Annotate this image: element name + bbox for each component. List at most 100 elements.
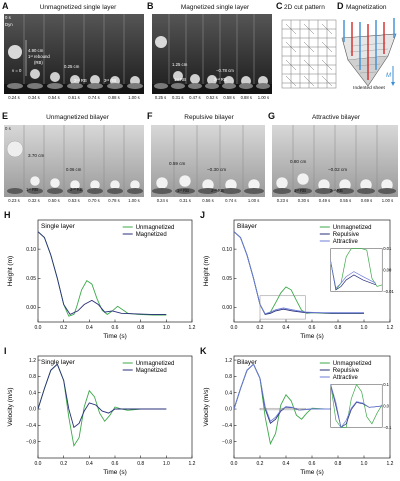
g-time: 0.69 s [360, 198, 373, 203]
x-tick-label: 0.2 [60, 325, 67, 331]
panel-label-a: A [2, 1, 9, 11]
panel-b-photo: 1.25 cm −0.78 cm 1ˢᵗ RB 2ⁿᵈ RB [152, 14, 272, 94]
y-tick-label: 0.00 [26, 305, 36, 311]
y-tick-label: −0.8 [26, 439, 36, 445]
f-rebound-2: 2ⁿᵈ RB [211, 188, 224, 193]
a-rebound-3: 3ʳᵈ RB [104, 78, 117, 83]
panel-a-title: Unmagnetized single layer [39, 4, 117, 11]
a-v0: v = 0 [12, 68, 22, 73]
inset-frame [330, 384, 383, 428]
panel-label-e: E [2, 111, 9, 121]
y-tick-label: 1.2 [225, 358, 232, 364]
panel-c-title: 2D cut pattern [284, 4, 325, 11]
y-tick-label: 0.0 [225, 407, 232, 413]
series-line-unmagnetized [37, 363, 167, 448]
g-time: 0.49 s [318, 198, 331, 203]
indented-sheet-caption: Indented sheet [353, 86, 385, 91]
e-time: 0.50 s [48, 198, 60, 203]
e-time: 0.32 s [28, 198, 40, 203]
inset-frame [330, 248, 383, 292]
x-tick-label: 1.2 [387, 461, 394, 467]
g-height-2: −0.02 cm [328, 167, 348, 172]
series-line-unmagnetized [37, 231, 167, 317]
a-time: 0.54 s [48, 95, 60, 100]
panel-e-photo-art [4, 125, 144, 197]
series-line-attractive [233, 231, 364, 315]
legend-label: Repulsive [333, 368, 360, 374]
b-height-2: −0.78 cm [216, 68, 234, 73]
inset-tick-label: 0.0 [383, 403, 389, 408]
cut-pattern-diagram [281, 19, 337, 89]
y-tick-label: −0.4 [26, 423, 36, 429]
b-height-1: 1.25 cm [172, 62, 188, 67]
legend-label: Attractive [333, 375, 359, 381]
y-tick-label: 0.10 [222, 247, 232, 253]
y-tick-label: 0.4 [225, 390, 232, 396]
panel-f-title: Repulsive bilayer [184, 114, 234, 121]
chart-k: 0.0 0.2 0.4 0.6 0.8 1.0 1.2 −0.8 −0.4 0.0 0.4 0.8 1.… [203, 355, 394, 476]
a-dyn: Dyn [5, 22, 13, 27]
panel-a-times: 0.24 s 0.34 s 0.54 s 0.61 s 0.74 s 0.88 … [4, 95, 144, 102]
legend-label: Unmagnetized [136, 361, 175, 367]
plot-frame [37, 219, 193, 323]
y-axis-label: Height (m) [7, 256, 14, 286]
a-time: 0.74 s [88, 95, 100, 100]
y-tick-label: −0.4 [222, 423, 232, 429]
g-time: 0.23 s [276, 198, 289, 203]
panel-a-photo: 0 s Dyn v = 0 4.90 cm 1ˢᵗ rebound (RB) 0… [4, 14, 144, 94]
panel-label-d: D [337, 1, 344, 11]
g-time: 1.00 s [381, 198, 394, 203]
chart-title: Single layer [41, 223, 76, 230]
g-rebound-2: 2ⁿᵈ RB [330, 188, 343, 193]
x-tick-label: 0.4 [283, 461, 290, 467]
y-tick-label: 0.10 [26, 247, 36, 253]
legend-label: Unmagnetized [136, 225, 175, 231]
a-time: 0.34 s [28, 95, 40, 100]
panel-f-times: 0.24 s 0.31 s 0.56 s 0.74 s 1.00 s [151, 198, 265, 205]
b-rebound-2: 2ⁿᵈ RB [214, 77, 227, 82]
y-tick-label: 0.05 [26, 276, 36, 282]
x-tick-label: 1.0 [361, 461, 368, 467]
x-tick-label: 0.0 [231, 325, 238, 331]
x-tick-label: 0.6 [309, 325, 316, 331]
b-time: 0.88 s [240, 95, 252, 100]
x-tick-label: 0.2 [60, 461, 67, 467]
panel-g-title: Attractive bilayer [311, 114, 361, 121]
x-tick-label: 1.0 [163, 461, 170, 467]
legend-label: Unmagnetized [333, 225, 372, 231]
e-time: 0.70 s [88, 198, 100, 203]
g-height-1: 0.80 cm [290, 159, 307, 164]
x-tick-label: 1.2 [387, 325, 394, 331]
panel-label-b: B [147, 1, 154, 11]
a-height-2: 0.25 cm [64, 64, 80, 69]
f-time: 0.74 s [225, 198, 237, 203]
x-tick-label: 0.4 [86, 461, 93, 467]
x-tick-label: 0.8 [137, 325, 144, 331]
panel-f-photo: 0.59 cm −0.30 cm 1ˢᵗ RB 2ⁿᵈ RB [151, 125, 265, 197]
a-height-1: 4.90 cm [28, 48, 44, 53]
inset-tick-label: 0.00 [383, 267, 392, 272]
e-time-zero: 0 s [5, 126, 11, 131]
e-time: 0.78 s [108, 198, 120, 203]
inset-series-line [330, 261, 376, 291]
chart-h: 0.0 0.2 0.4 0.6 0.8 1.0 1.2 0.00 0.05 0.10 Time (s… [7, 219, 196, 340]
f-time: 0.56 s [202, 198, 214, 203]
x-tick-label: 0.6 [112, 461, 119, 467]
panel-b-title: Magnetized single layer [180, 4, 250, 11]
a-rebound-1-abbr: (RB) [34, 60, 43, 65]
a-time: 0.24 s [8, 95, 20, 100]
e-height-1: 3.70 cm [28, 153, 45, 158]
series-line-magnetized [37, 363, 167, 429]
panel-a-photo-art [4, 14, 144, 94]
g-rebound-1: 1ˢᵗ RB [294, 188, 306, 193]
legend-label: Magnetized [136, 368, 167, 374]
chart-i: 0.0 0.2 0.4 0.6 0.8 1.0 1.2 −0.8 −0.4 0.0 0.4 0.8 1.… [7, 355, 196, 476]
x-tick-label: 0.6 [112, 325, 119, 331]
b-time: 0.58 s [223, 95, 235, 100]
panel-e-photo: 0 s 3.70 cm 0.06 cm 1ˢᵗ RB 2ⁿᵈ RB [4, 125, 144, 197]
x-axis-label: Time (s) [300, 469, 324, 476]
inset-tick-label: 0.01 [383, 246, 392, 251]
panel-label-c: C [276, 1, 283, 11]
series-line-attractive [233, 363, 364, 423]
e-time: 0.53 s [68, 198, 80, 203]
